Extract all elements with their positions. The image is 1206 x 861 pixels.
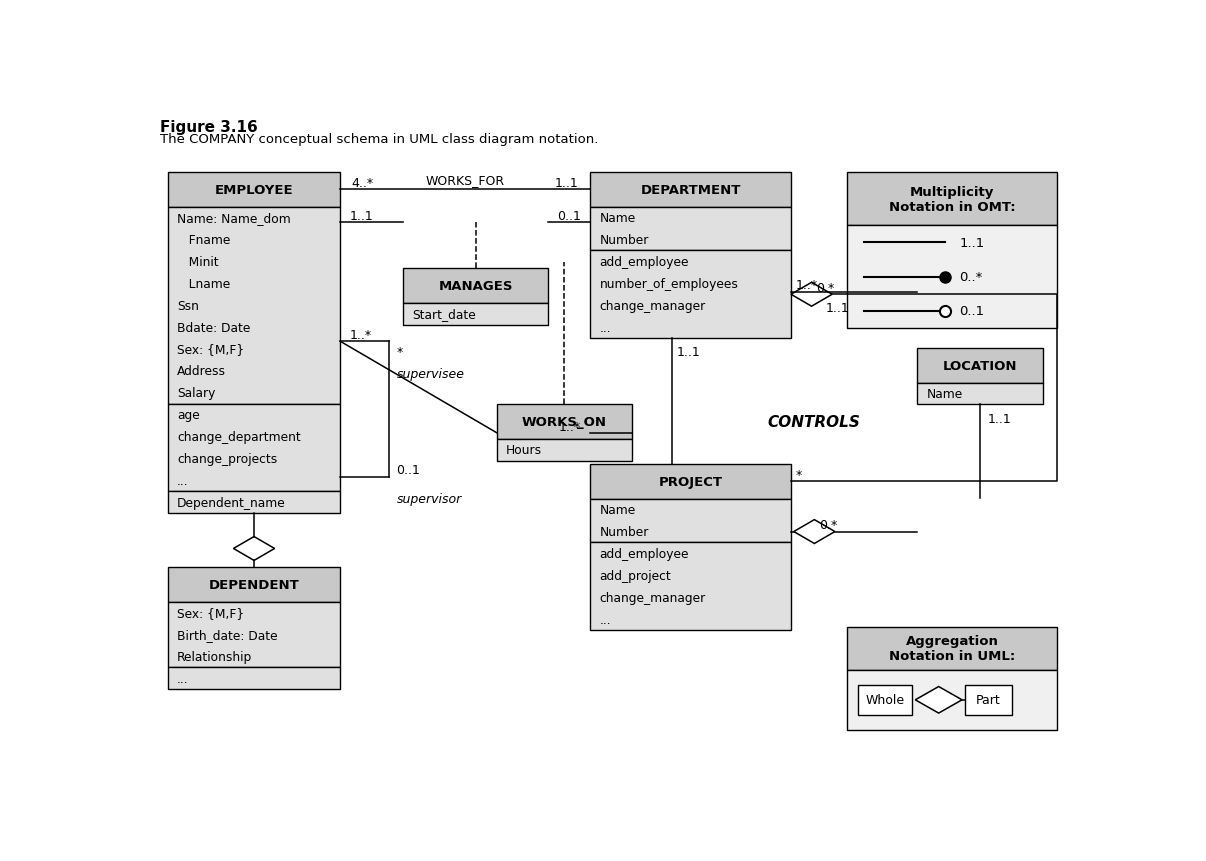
Bar (965, 685, 1012, 715)
Polygon shape (915, 687, 962, 713)
Text: add_employee: add_employee (599, 256, 689, 269)
Text: Dependent_name: Dependent_name (177, 496, 286, 509)
Text: 4..*: 4..* (352, 177, 374, 189)
Bar (168, 567, 340, 602)
Text: ...: ... (177, 672, 188, 685)
Text: 0..*: 0..* (959, 271, 983, 284)
Text: Number: Number (599, 233, 649, 247)
Text: Birth_date: Date: Birth_date: Date (177, 629, 277, 641)
Text: 1..1: 1..1 (988, 413, 1012, 426)
Bar (168, 602, 340, 667)
Text: Name: Name (599, 212, 636, 225)
Polygon shape (794, 520, 835, 544)
Text: supervisee: supervisee (397, 367, 464, 381)
Text: change_manager: change_manager (599, 300, 706, 313)
Bar (168, 492, 340, 514)
Text: add_employee: add_employee (599, 548, 689, 561)
Bar (590, 465, 791, 499)
Text: 0..1: 0..1 (959, 305, 984, 318)
Bar (403, 269, 548, 304)
Bar (590, 543, 791, 630)
Text: number_of_employees: number_of_employees (599, 277, 738, 290)
Text: 1..1: 1..1 (677, 345, 701, 358)
Bar (918, 349, 1043, 383)
Text: add_project: add_project (599, 569, 671, 582)
Text: WORKS_FOR: WORKS_FOR (426, 174, 505, 187)
Bar (168, 667, 340, 690)
Text: 1..*: 1..* (796, 279, 818, 292)
Text: 1..*: 1..* (350, 329, 371, 342)
Bar (168, 173, 340, 208)
Text: ...: ... (177, 474, 188, 487)
Bar (847, 670, 1058, 730)
Text: Lname: Lname (177, 277, 230, 290)
Text: change_department: change_department (177, 430, 300, 443)
Text: 1..1: 1..1 (826, 301, 849, 314)
Bar (168, 208, 340, 405)
Text: CONTROLS: CONTROLS (768, 414, 861, 429)
Text: 0.*: 0.* (819, 519, 837, 532)
Polygon shape (791, 283, 832, 307)
Text: 0.*: 0.* (816, 282, 835, 294)
Bar (590, 499, 791, 543)
Text: Number: Number (599, 525, 649, 538)
Text: MANAGES: MANAGES (438, 280, 513, 293)
Text: Name: Name (599, 504, 636, 517)
Bar (590, 251, 791, 338)
Text: Multiplicity
Notation in OMT:: Multiplicity Notation in OMT: (889, 185, 1015, 214)
Text: Minit: Minit (177, 256, 218, 269)
Text: 1..1: 1..1 (555, 177, 579, 189)
Text: 1..1: 1..1 (959, 237, 984, 250)
Text: ...: ... (599, 613, 611, 626)
Text: LOCATION: LOCATION (943, 359, 1018, 372)
Bar (847, 627, 1058, 670)
Text: 0..1: 0..1 (397, 463, 421, 477)
Text: Name: Name_dom: Name: Name_dom (177, 212, 291, 225)
Bar (918, 383, 1043, 405)
Bar (497, 405, 632, 439)
Bar (497, 439, 632, 461)
Text: Part: Part (976, 693, 1001, 707)
Bar (403, 304, 548, 325)
Bar (168, 405, 340, 492)
Text: Sex: {M,F}: Sex: {M,F} (177, 344, 244, 356)
Text: Hours: Hours (507, 444, 541, 457)
Text: Relationship: Relationship (177, 650, 252, 663)
Text: Fname: Fname (177, 233, 230, 247)
Text: Figure 3.16: Figure 3.16 (160, 120, 258, 135)
Text: Ssn: Ssn (177, 300, 199, 313)
Text: change_projects: change_projects (177, 453, 277, 466)
Text: DEPENDENT: DEPENDENT (209, 578, 299, 592)
Text: change_manager: change_manager (599, 591, 706, 604)
Text: Address: Address (177, 365, 226, 378)
Text: Salary: Salary (177, 387, 216, 400)
Text: *: * (397, 345, 403, 358)
Text: 1..1: 1..1 (350, 209, 374, 222)
Text: DEPARTMENT: DEPARTMENT (640, 183, 740, 196)
Polygon shape (234, 537, 275, 561)
Text: Whole: Whole (866, 693, 904, 707)
Text: supervisor: supervisor (397, 492, 462, 505)
Text: 0..1: 0..1 (557, 209, 581, 222)
Text: PROJECT: PROJECT (658, 475, 722, 488)
Text: Bdate: Date: Bdate: Date (177, 321, 251, 334)
Text: WORKS_ON: WORKS_ON (522, 416, 607, 429)
Text: Name: Name (926, 387, 962, 400)
Bar (590, 173, 791, 208)
Text: age: age (177, 409, 200, 422)
Bar (590, 208, 791, 251)
Text: *: * (796, 468, 802, 482)
Bar (847, 173, 1058, 226)
Text: ...: ... (599, 321, 611, 334)
Text: The COMPANY conceptual schema in UML class diagram notation.: The COMPANY conceptual schema in UML cla… (160, 133, 598, 146)
Bar (847, 226, 1058, 329)
Bar (859, 685, 913, 715)
Text: Sex: {M,F}: Sex: {M,F} (177, 606, 244, 619)
Text: 1..*: 1..* (558, 420, 581, 433)
Text: Aggregation
Notation in UML:: Aggregation Notation in UML: (889, 635, 1015, 663)
Text: Start_date: Start_date (412, 308, 476, 321)
Text: EMPLOYEE: EMPLOYEE (215, 183, 293, 196)
